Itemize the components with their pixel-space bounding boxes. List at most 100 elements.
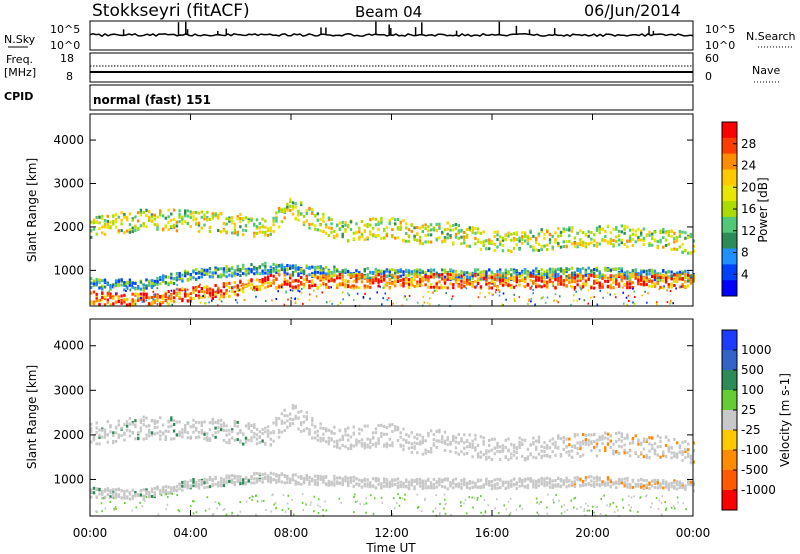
heatmap-cell xyxy=(219,484,223,488)
heatmap-cell xyxy=(355,285,358,289)
heatmap-cell xyxy=(156,293,159,297)
heatmap-cell xyxy=(499,486,502,490)
heatmap-cell xyxy=(167,228,170,232)
heatmap-cell xyxy=(463,231,466,234)
heatmap-cell xyxy=(566,508,569,511)
heatmap-cell xyxy=(479,455,483,459)
heatmap-cell xyxy=(532,436,535,440)
heatmap-cell xyxy=(261,480,264,484)
heatmap-cell xyxy=(291,270,295,274)
heatmap-cell xyxy=(145,416,148,420)
heatmap-cell xyxy=(219,267,223,271)
heatmap-cell xyxy=(518,296,521,299)
heatmap-cell xyxy=(530,297,533,300)
heatmap-cell xyxy=(523,271,527,275)
heatmap-cell xyxy=(264,261,267,265)
heatmap-cell xyxy=(239,510,242,513)
heatmap-cell xyxy=(418,241,422,245)
heatmap-cell xyxy=(581,479,585,483)
heatmap-cell xyxy=(104,286,106,289)
heatmap-cell xyxy=(587,505,589,507)
heatmap-cell xyxy=(410,283,413,287)
heatmap-cell xyxy=(488,283,490,286)
heatmap-cell xyxy=(159,490,162,494)
heatmap-cell xyxy=(145,437,148,440)
heatmap-cell xyxy=(305,279,308,283)
heatmap-cell xyxy=(186,222,190,226)
heatmap-cell xyxy=(418,273,422,277)
heatmap-cell xyxy=(347,484,350,487)
heatmap-cell xyxy=(329,300,331,303)
heatmap-cell xyxy=(667,242,670,246)
heatmap-cell xyxy=(222,229,226,233)
heatmap-cell xyxy=(620,478,623,482)
heatmap-cell xyxy=(108,290,110,293)
heatmap-cell xyxy=(579,444,582,448)
heatmap-cell xyxy=(612,286,615,290)
heatmap-cell xyxy=(565,278,568,282)
heatmap-cell xyxy=(606,504,608,507)
heatmap-cell xyxy=(595,479,599,483)
heatmap-cell xyxy=(142,415,145,419)
heatmap-cell xyxy=(124,502,126,504)
heatmap-cell xyxy=(551,267,554,271)
heatmap-cell xyxy=(161,490,165,494)
heatmap-cell xyxy=(101,428,104,432)
heatmap-cell xyxy=(247,269,250,273)
heatmap-cell xyxy=(684,456,687,460)
heatmap-cell xyxy=(186,484,190,487)
heatmap-cell xyxy=(667,448,670,452)
heatmap-cell xyxy=(286,474,289,478)
colorbar-swatch xyxy=(722,153,737,170)
heatmap-cell xyxy=(178,487,181,491)
heatmap-cell xyxy=(501,244,505,247)
heatmap-cell xyxy=(216,289,219,292)
heatmap-cell xyxy=(145,490,148,494)
heatmap-cell xyxy=(175,294,179,297)
heatmap-cell xyxy=(627,294,630,297)
heatmap-cell xyxy=(626,478,629,482)
heatmap-cell xyxy=(681,271,684,275)
heatmap-cell xyxy=(253,425,256,429)
heatmap-cell xyxy=(485,451,488,455)
heatmap-cell xyxy=(570,266,574,270)
heatmap-cell xyxy=(493,452,496,456)
heatmap-cell xyxy=(286,477,289,481)
heatmap-cell xyxy=(206,268,209,272)
heatmap-cell xyxy=(330,483,333,486)
heatmap-cell xyxy=(623,271,626,275)
heatmap-cell xyxy=(305,503,307,506)
heatmap-cell xyxy=(579,273,582,277)
heatmap-cell xyxy=(441,239,444,243)
heatmap-cell xyxy=(396,227,400,231)
heatmap-cell xyxy=(148,296,151,300)
heatmap-cell xyxy=(300,292,303,295)
heatmap-cell xyxy=(641,294,643,297)
heatmap-cell xyxy=(359,503,361,506)
heatmap-cell xyxy=(315,295,318,298)
heatmap-cell xyxy=(496,477,499,481)
heatmap-cell xyxy=(170,280,173,284)
heatmap-cell xyxy=(98,428,101,432)
heatmap-cell xyxy=(590,286,593,290)
heatmap-cell xyxy=(464,499,467,502)
heatmap-cell xyxy=(255,267,259,270)
heatmap-cell xyxy=(518,480,521,483)
heatmap-cell xyxy=(275,270,278,274)
heatmap-cell xyxy=(222,285,226,289)
heatmap-cell xyxy=(659,285,662,289)
heatmap-cell xyxy=(501,236,505,240)
heatmap-cell xyxy=(463,238,466,242)
heatmap-cell xyxy=(399,278,402,282)
heatmap-cell xyxy=(192,286,195,290)
heatmap-cell xyxy=(189,435,192,439)
heatmap-cell xyxy=(294,298,296,300)
heatmap-cell xyxy=(681,284,684,288)
heatmap-cell xyxy=(272,223,275,227)
heatmap-cell xyxy=(374,441,378,445)
heatmap-cell xyxy=(645,484,648,488)
heatmap-cell xyxy=(131,300,134,304)
heatmap-cell xyxy=(261,230,264,234)
heatmap-cell xyxy=(484,510,487,513)
heatmap-cell xyxy=(349,220,353,224)
